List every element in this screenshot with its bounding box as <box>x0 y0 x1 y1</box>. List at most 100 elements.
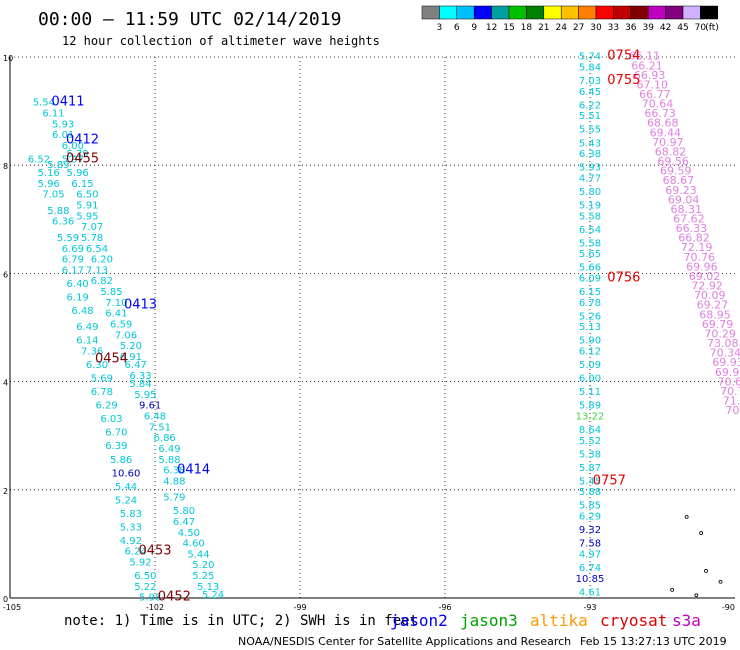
swh-value: 5.89 <box>47 160 69 171</box>
swh-value: 6.29 <box>579 512 601 523</box>
time-label: 0754 <box>607 49 640 64</box>
footer-note: note: 1) Time is in UTC; 2) SWH is in fe… <box>64 613 418 629</box>
swh-value: 6.09 <box>579 274 601 285</box>
swh-value: 5.13 <box>197 582 219 593</box>
time-label: 0757 <box>593 473 626 488</box>
time-label: 0414 <box>177 463 210 478</box>
swh-value: 6.48 <box>71 306 93 317</box>
swh-value: 5.84 <box>129 379 151 390</box>
swh-value: 6.12 <box>579 347 601 358</box>
swh-value: 5.58 <box>579 238 601 249</box>
lon-tick-label: -105 <box>3 603 21 612</box>
swh-value: 6.45 <box>579 87 601 98</box>
swh-value: 6.29 <box>96 401 118 412</box>
swh-value: 7.03 <box>579 76 601 87</box>
swh-value: 5.19 <box>579 200 601 211</box>
cryosat-value: 67.10 <box>637 78 669 91</box>
swh-value: 5.95 <box>76 211 98 222</box>
swh-value: 7.07 <box>81 222 103 233</box>
time-label: 0756 <box>607 271 640 286</box>
track-west: 5.546.115.936.016.005.795.976.525.895.96… <box>28 95 224 605</box>
cryosat-value: 69.59 <box>660 165 692 178</box>
swh-value: 6.30 <box>86 360 108 371</box>
cryosat-value: 66.21 <box>631 59 663 72</box>
swh-value: 4.97 <box>579 549 601 560</box>
colorbar-label: 6 <box>454 23 460 33</box>
swh-value: 5.58 <box>579 211 601 222</box>
cryosat-value: 70.64 <box>642 98 674 111</box>
swh-value: 10.60 <box>112 468 141 479</box>
swh-value: 6.24 <box>125 547 147 558</box>
swh-value: 5.26 <box>579 311 601 322</box>
swh-value: 6.40 <box>67 279 89 290</box>
swh-value: 6.54 <box>86 244 108 255</box>
swh-value: 6.36 <box>52 217 74 228</box>
cryosat-value: 68.82 <box>655 145 687 158</box>
cryosat-value: 70.74 <box>720 385 740 398</box>
swh-value: 6.20 <box>91 255 113 266</box>
swh-value: 5.69 <box>91 374 113 385</box>
cryosat-value: 69.02 <box>689 270 721 283</box>
swh-value: 5.91 <box>76 200 98 211</box>
cryosat-value: 70.29 <box>704 327 736 340</box>
lat-tick-label: 6 <box>3 270 8 279</box>
colorbar-swatch <box>543 5 562 20</box>
swh-value: 5.38 <box>579 449 601 460</box>
swh-value: 9.32 <box>579 525 601 536</box>
swh-value: 5.52 <box>579 436 601 447</box>
latitude-ticks: 0 2 4 6 8 10 <box>3 54 13 604</box>
swh-value: 5.20 <box>192 560 214 571</box>
cryosat-value: 70.97 <box>652 136 684 149</box>
swh-value: 6.78 <box>579 298 601 309</box>
swh-value: 5.97 <box>62 154 84 165</box>
swh-value: 5.86 <box>110 455 132 466</box>
swh-value: 5.20 <box>120 341 142 352</box>
swh-value: 5.59 <box>57 233 79 244</box>
swh-value: 6.47 <box>125 360 147 371</box>
swh-value: 5.88 <box>579 487 601 498</box>
colorbar-swatch <box>508 5 527 20</box>
swh-value: 7.51 <box>149 422 171 433</box>
swh-value: 6.38 <box>163 466 185 477</box>
cryosat-value: 70.34 <box>710 347 740 360</box>
swh-value: 5.74 <box>579 52 601 63</box>
swh-value: 4.61 <box>579 587 601 598</box>
swh-value: 6.49 <box>158 444 180 455</box>
colorbar-swatch <box>595 5 614 20</box>
legend-jason3: jason3 <box>460 611 518 630</box>
colorbar-label: 24 <box>555 23 567 33</box>
swh-value: 6.41 <box>105 309 127 320</box>
swh-value: 5.79 <box>67 149 89 160</box>
swh-value: 6.47 <box>173 517 195 528</box>
cryosat-value: 73.08 <box>707 337 739 350</box>
cryosat-value: 70.64 <box>717 375 740 388</box>
time-label: 0412 <box>66 133 99 148</box>
swh-value: 6.11 <box>42 109 64 120</box>
cryosat-value: 66.77 <box>639 88 671 101</box>
legend-altika: altika <box>530 611 588 630</box>
colorbar-swatch <box>560 5 579 20</box>
swh-value: 5.51 <box>579 111 601 122</box>
colorbar-label: 30 <box>590 23 602 33</box>
colorbar-swatch <box>421 5 440 20</box>
swh-value: 6.17 <box>62 265 84 276</box>
colorbar-label: 12 <box>486 23 497 33</box>
swh-value: 5.96 <box>67 168 89 179</box>
time-label: 0411 <box>51 95 84 110</box>
swh-value: 4.88 <box>163 476 185 487</box>
swh-value: 7.06 <box>115 330 137 341</box>
swh-value: 5.55 <box>579 125 601 136</box>
colorbar-label: 33 <box>608 23 619 33</box>
page-subtitle: 12 hour collection of altimeter wave hei… <box>62 34 380 48</box>
coast-fragment <box>684 514 689 519</box>
swh-value: 5.92 <box>129 558 151 569</box>
time-label: 0413 <box>124 298 157 313</box>
colorbar-label: 45 <box>677 23 688 33</box>
cryosat-value: 69.79 <box>702 318 734 331</box>
cryosat-value: 69.44 <box>650 126 682 139</box>
cryosat-value: 70.76 <box>684 251 716 264</box>
map-frame <box>9 57 735 599</box>
swh-value: 6.86 <box>154 433 176 444</box>
swh-value: 5.11 <box>579 387 601 398</box>
